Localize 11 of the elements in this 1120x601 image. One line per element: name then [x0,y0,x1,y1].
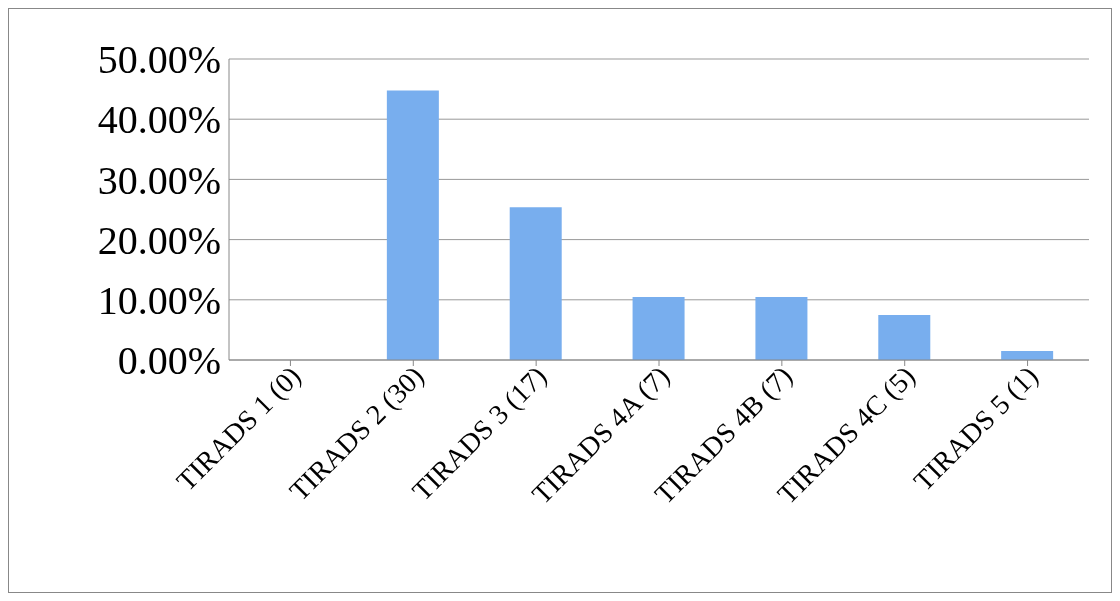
y-tick-label: 0.00% [117,338,221,384]
bar [632,297,685,360]
bar [509,207,562,360]
y-tick-label: 30.00% [97,157,221,203]
bar [386,90,439,360]
y-tick-label: 50.00% [97,37,221,83]
y-tick-label: 40.00% [97,97,221,143]
y-tick-label: 20.00% [97,217,221,263]
bar [755,297,808,360]
y-tick-label: 10.00% [97,278,221,323]
bar [878,315,931,360]
